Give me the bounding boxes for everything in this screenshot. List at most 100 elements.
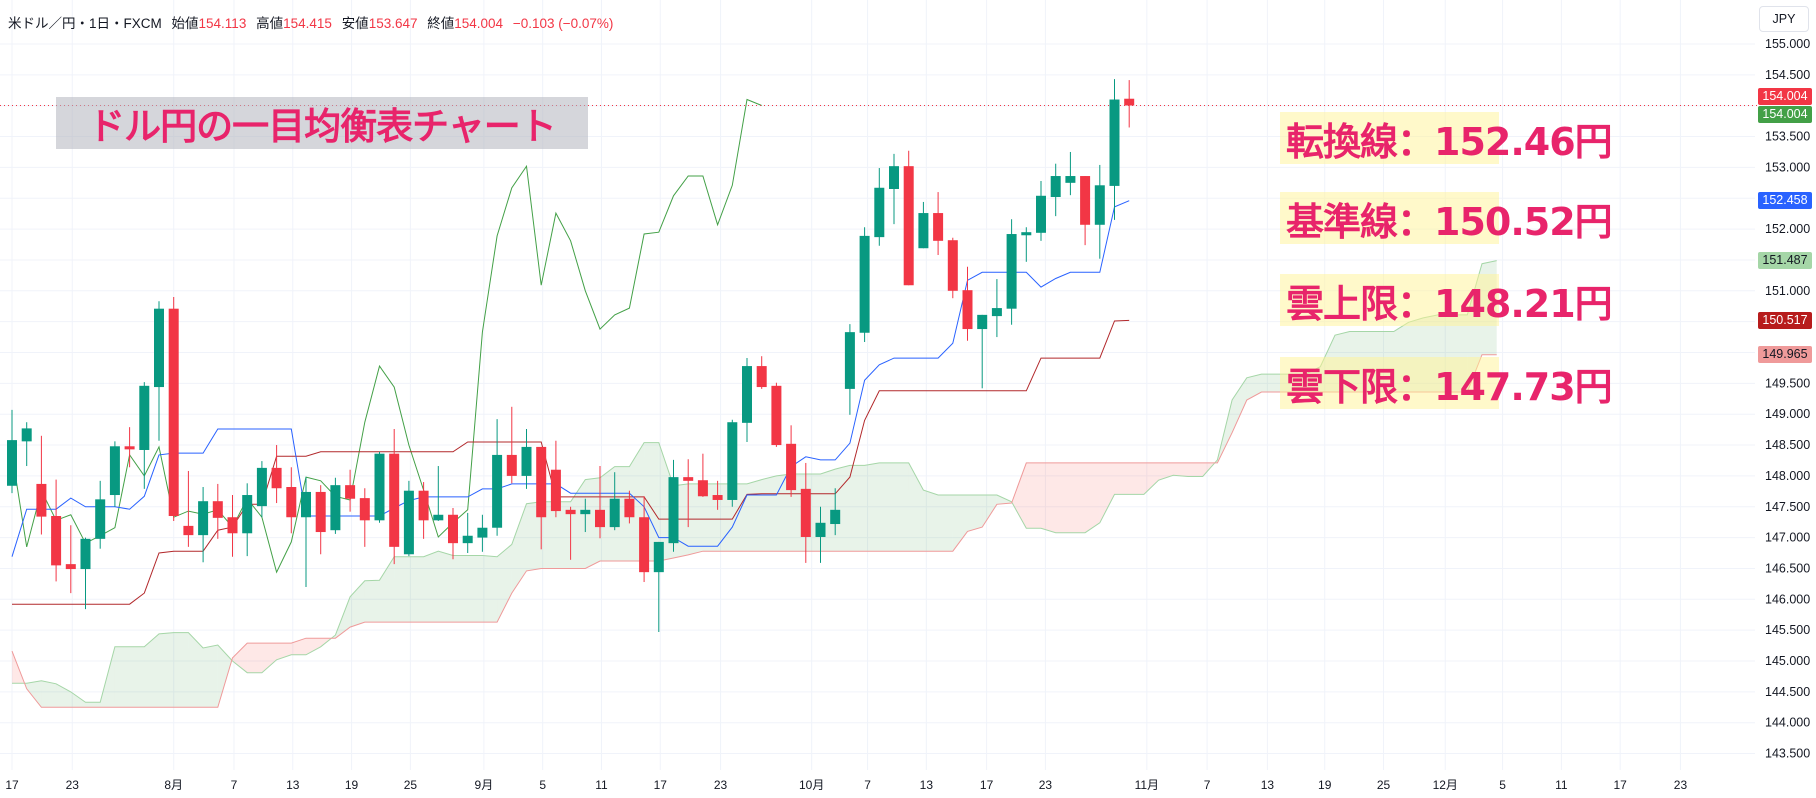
- candle-body: [521, 446, 532, 476]
- candle-body: [550, 469, 561, 512]
- kijun-sen-line: [12, 319, 1130, 605]
- cloud-segment-bullish: [952, 495, 968, 552]
- candle-body: [874, 187, 885, 238]
- currency-button[interactable]: JPY: [1759, 6, 1809, 32]
- candle-bearish: [550, 440, 561, 518]
- candle-bullish: [1094, 164, 1105, 259]
- chart-title-annotation[interactable]: ドル円の一目均衡表チャート: [56, 97, 588, 149]
- cloud-segment-bearish: [306, 638, 321, 655]
- cloud-segment-bullish: [761, 475, 777, 552]
- candle-body: [595, 509, 605, 528]
- candle-bearish: [345, 469, 356, 512]
- cloud-segment-bearish: [1041, 462, 1056, 533]
- candle-body: [212, 501, 223, 518]
- cloud-segment-bullish: [26, 680, 42, 708]
- candle-body: [286, 487, 297, 518]
- note-cloud-lower[interactable]: 雲下限：147.73円: [1280, 357, 1613, 409]
- cloud-segment-bullish: [129, 646, 145, 708]
- candle-bearish: [389, 429, 400, 565]
- note-cloud-upper[interactable]: 雲上限：148.21円: [1280, 274, 1613, 326]
- candle-bullish: [403, 480, 414, 557]
- time-tick-label: 19: [1318, 778, 1332, 792]
- cloud-segment-bullish: [996, 495, 1012, 505]
- price-tick-label: 146.000: [1765, 592, 1810, 606]
- price-axis[interactable]: 155.000 154.500 153.500 153.000 152.000 151.0…: [1765, 37, 1810, 761]
- cloud-segment-bullish: [1232, 377, 1247, 433]
- candle-bearish: [962, 266, 973, 341]
- candle-bullish: [139, 382, 150, 489]
- time-axis[interactable]: 17 23 8月 7 13 19 25 9月 5 11 17 23 10月 7 13 17 23 11月 7 13 19…: [5, 778, 1687, 792]
- symbol-name[interactable]: 米ドル／円・1日・FXCM: [8, 16, 162, 31]
- note-kijun-text: 基準線：150.52円: [1286, 199, 1613, 244]
- chart-title-text: ドル円の一目均衡表チャート: [88, 105, 557, 148]
- cloud-segment-bullish: [967, 495, 983, 532]
- cloud-segment-bearish: [1099, 462, 1115, 523]
- candle-body: [477, 527, 488, 538]
- candle-bearish: [51, 479, 62, 582]
- candle-bearish: [565, 506, 576, 560]
- candle-body: [889, 166, 899, 189]
- candle-body: [1036, 195, 1046, 233]
- candle-bearish: [536, 446, 547, 550]
- candle-bearish: [271, 445, 282, 504]
- candle-bullish: [242, 483, 253, 557]
- price-tick-label: 153.000: [1765, 160, 1810, 174]
- candle-bullish: [918, 201, 929, 249]
- cloud-segment-bearish: [1158, 462, 1174, 481]
- cloud-segment-bullish: [614, 466, 630, 562]
- time-tick-label: 11月: [1135, 778, 1159, 792]
- candle-body: [742, 366, 752, 423]
- cloud-segment-bullish: [747, 479, 762, 552]
- cloud-segment-bearish: [1173, 462, 1188, 477]
- candle-body: [815, 522, 826, 537]
- change-value: −0.103 (−0.07%): [512, 16, 614, 31]
- candle-bearish: [418, 482, 429, 539]
- price-tick-label: 145.500: [1765, 623, 1810, 637]
- candle-body: [271, 467, 282, 489]
- candle-bearish: [212, 483, 223, 539]
- symbol-legend: 米ドル／円・1日・FXCM 始値154.113 高値154.415 安値153.…: [8, 12, 619, 32]
- time-tick-label: 8月: [164, 778, 183, 792]
- price-label: 152.458: [1758, 192, 1812, 210]
- cloud-segment-bearish: [1114, 462, 1130, 495]
- candle-bearish: [947, 237, 958, 299]
- candle-body: [1080, 176, 1091, 225]
- note-tenkan[interactable]: 転換線：152.46円: [1280, 112, 1613, 164]
- candle-bearish: [800, 462, 811, 563]
- price-tick-label: 147.000: [1765, 531, 1810, 545]
- candle-body: [991, 308, 1002, 317]
- candle-body: [1094, 185, 1105, 225]
- cloud-segment-bullish: [526, 501, 542, 571]
- price-tick-label: 146.500: [1765, 561, 1810, 575]
- cloud-segment-bullish: [408, 556, 424, 623]
- candle-body: [697, 480, 708, 497]
- cloud-segment-bearish: [1188, 462, 1203, 477]
- candle-bearish: [124, 427, 135, 468]
- price-tick-label: 144.000: [1765, 716, 1810, 730]
- time-tick-label: 13: [1261, 778, 1275, 792]
- close-label: 終値: [427, 16, 455, 31]
- time-tick-label: 17: [654, 778, 668, 792]
- cloud-segment-bullish: [497, 544, 512, 623]
- candle-bullish: [1109, 79, 1120, 220]
- cloud-segment-bullish: [173, 632, 189, 708]
- candle-bullish: [668, 459, 679, 552]
- cloud-segment-bullish: [438, 551, 453, 623]
- candle-bearish: [933, 192, 944, 256]
- price-tick-label: 154.500: [1765, 68, 1810, 82]
- candle-bullish: [21, 422, 32, 467]
- candle-body: [403, 490, 414, 555]
- candle-body: [448, 514, 458, 544]
- indicator-lines: [0, 98, 1758, 708]
- cloud-segment-bullish: [864, 462, 880, 552]
- cloud-segment-bullish: [350, 580, 365, 628]
- senkou-span-b-line: [11, 354, 1497, 708]
- candle-bearish: [624, 490, 635, 524]
- price-tick-label: 144.500: [1765, 685, 1810, 699]
- note-kijun[interactable]: 基準線：150.52円: [1280, 192, 1613, 244]
- candle-body: [345, 485, 356, 499]
- cloud-segment-bullish: [702, 483, 718, 552]
- candle-bullish: [154, 301, 164, 441]
- cloud-segment-bullish: [600, 466, 615, 562]
